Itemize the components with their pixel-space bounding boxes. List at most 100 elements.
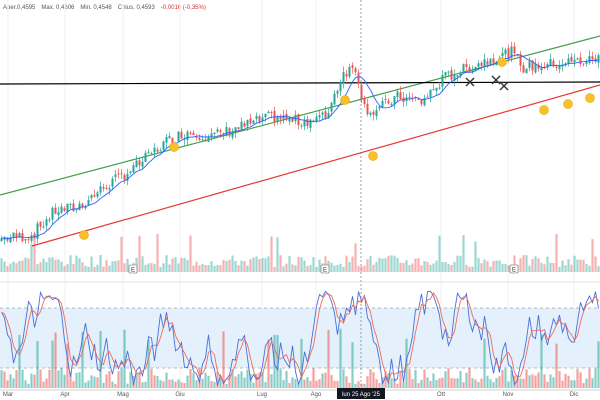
upper-channel-line[interactable] xyxy=(0,35,600,196)
candle xyxy=(33,233,36,238)
indicator-bar xyxy=(438,378,441,388)
volume-bar xyxy=(246,265,249,272)
volume-bar xyxy=(6,266,9,272)
candle xyxy=(102,187,105,189)
candle xyxy=(27,238,30,240)
indicator-bar xyxy=(135,372,138,388)
indicator-bar xyxy=(411,379,414,388)
indicator-bar xyxy=(54,332,57,388)
indicator-bar xyxy=(144,381,147,388)
lower-channel-line[interactable] xyxy=(31,84,600,247)
indicator-bar xyxy=(60,368,63,388)
candle xyxy=(36,223,39,239)
volume-bar xyxy=(375,262,378,272)
volume-bar xyxy=(267,256,270,272)
indicator-bar xyxy=(243,377,246,388)
volume-bar xyxy=(534,256,537,272)
volume-bar xyxy=(225,260,228,272)
volume-bar xyxy=(402,262,405,272)
indicator-bar xyxy=(153,375,156,388)
candle xyxy=(252,120,255,124)
indicator-bar xyxy=(204,372,207,388)
pivot-marker[interactable] xyxy=(585,93,595,103)
earnings-marker[interactable]: E xyxy=(320,264,330,274)
ohlc-change: -0,0016 (-0,35%) xyxy=(160,5,206,11)
volume-bar xyxy=(357,266,360,272)
candle xyxy=(159,150,162,152)
volume-bar xyxy=(591,239,594,272)
candle xyxy=(3,237,6,240)
indicator-bar xyxy=(591,378,594,388)
earnings-marker-label: E xyxy=(131,268,135,274)
candle xyxy=(57,212,60,216)
pivot-marker[interactable] xyxy=(340,95,350,105)
volume-bar xyxy=(63,265,66,272)
candle xyxy=(582,63,585,65)
candle xyxy=(150,153,153,155)
indicator-bar xyxy=(177,379,180,388)
candle xyxy=(534,63,537,73)
volume-bar xyxy=(459,255,462,272)
volume-bar xyxy=(318,259,321,272)
candle xyxy=(294,114,297,122)
volume-bar xyxy=(348,262,351,272)
indicator-bar xyxy=(63,374,66,388)
volume-bar xyxy=(180,257,183,272)
pivot-marker[interactable] xyxy=(79,230,89,240)
volume-bar xyxy=(93,266,96,272)
volume-bar xyxy=(66,264,69,272)
earnings-marker-box xyxy=(320,264,330,274)
earnings-marker-box xyxy=(509,264,519,274)
volume-bar xyxy=(477,257,480,272)
candle xyxy=(153,147,156,153)
indicator-bar xyxy=(471,378,474,388)
candle xyxy=(90,194,93,199)
candle xyxy=(123,174,126,180)
candle xyxy=(324,111,327,118)
indicator-bar xyxy=(312,368,315,388)
candle xyxy=(0,238,3,242)
volume-bar xyxy=(294,265,297,272)
volume-bar xyxy=(522,255,525,272)
volume-bar xyxy=(21,260,24,272)
indicator-bar xyxy=(480,378,483,388)
candle xyxy=(156,149,159,152)
indicator-bar xyxy=(318,379,321,388)
pivot-marker[interactable] xyxy=(563,99,573,109)
candle xyxy=(225,126,228,136)
earnings-marker[interactable]: E xyxy=(128,264,138,274)
indicator-bar xyxy=(126,383,129,388)
candle xyxy=(558,65,561,70)
candle xyxy=(396,91,399,98)
indicator-bar xyxy=(576,369,579,388)
volume-bar xyxy=(69,255,72,272)
earnings-marker[interactable]: E xyxy=(509,264,519,274)
indicator-bar xyxy=(192,372,195,388)
volume-bar xyxy=(33,235,36,272)
volume-bar xyxy=(567,259,570,272)
candle xyxy=(510,46,513,58)
indicator-bar xyxy=(225,383,228,388)
candle xyxy=(189,132,192,134)
candle xyxy=(561,64,564,67)
indicator-bar xyxy=(294,379,297,388)
indicator-bar xyxy=(579,372,582,388)
pivot-marker[interactable] xyxy=(368,151,378,161)
indicator-bar xyxy=(555,343,558,388)
earnings-marker-label: E xyxy=(323,268,327,274)
pivot-marker[interactable] xyxy=(539,105,549,115)
volume-bar xyxy=(42,258,45,272)
candle xyxy=(372,111,375,115)
candle xyxy=(453,75,456,81)
volume-bar xyxy=(15,263,18,272)
pivot-marker[interactable] xyxy=(169,142,179,152)
volume-bar xyxy=(447,263,450,272)
pivot-marker[interactable] xyxy=(497,57,507,67)
candle xyxy=(186,131,189,140)
candle xyxy=(381,100,384,107)
resistance-line[interactable] xyxy=(0,81,600,85)
volume-bar xyxy=(546,256,549,272)
candle xyxy=(363,97,366,105)
